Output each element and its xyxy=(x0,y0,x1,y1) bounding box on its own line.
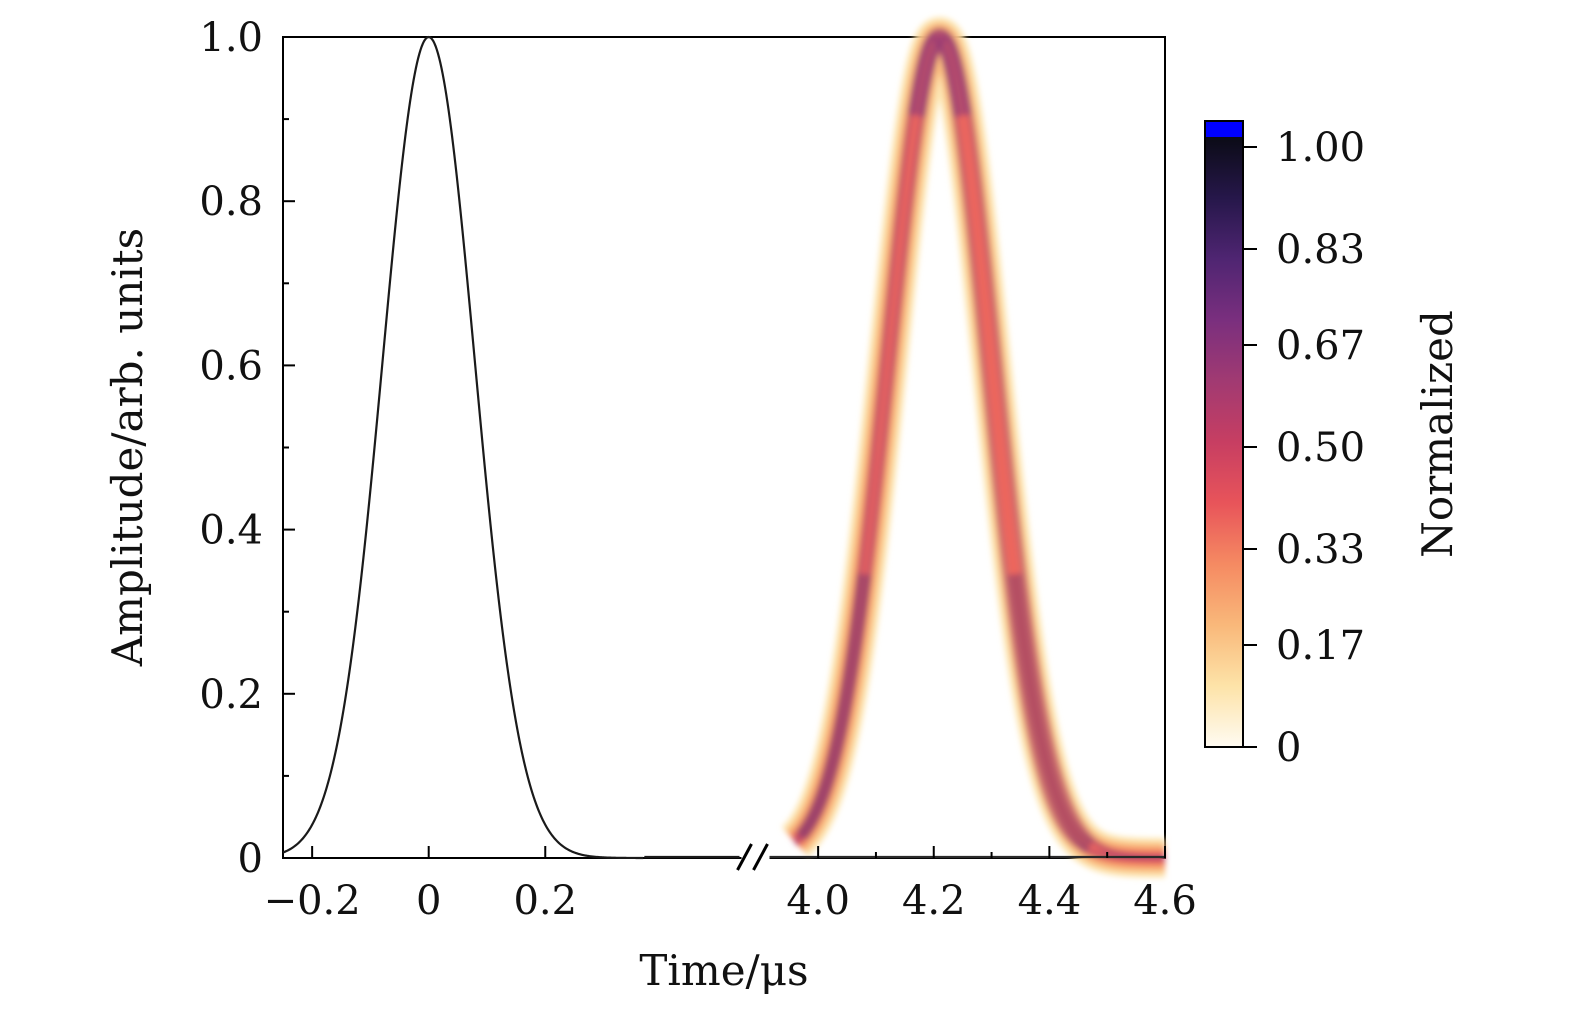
x-tick-label: 4.4 xyxy=(1018,878,1082,924)
colorbar-tick-label: 0.33 xyxy=(1276,527,1365,573)
y-tick-label: 0.8 xyxy=(199,179,263,225)
y-tick-labels: 0 0.2 0.4 0.6 0.8 1.0 xyxy=(199,15,263,882)
colorbar-ticks xyxy=(1243,146,1257,748)
colorbar-tick-label: 0.83 xyxy=(1276,227,1365,273)
x-tick-label: 0 xyxy=(416,878,441,924)
colorbar-tick-label: 0 xyxy=(1276,725,1301,771)
y-tick-label: 0.2 xyxy=(199,672,263,718)
y-axis-label: Amplitude/arb. units xyxy=(103,228,152,667)
colorbar-frame xyxy=(1204,120,1244,748)
x-tick-label: 0.2 xyxy=(513,878,577,924)
output-pulse-band xyxy=(776,17,1184,878)
x-axis-label: Time/μs xyxy=(639,946,808,995)
colorbar: 0 0.17 0.33 0.50 0.67 0.83 1.00 Normalized xyxy=(1204,120,1462,771)
y-tick-label: 1.0 xyxy=(199,15,263,61)
output-pulse-dense-tail xyxy=(1007,573,1094,853)
colorbar-tick-label: 0.17 xyxy=(1276,623,1365,669)
y-ticks xyxy=(283,36,295,859)
y-tick-label: 0.6 xyxy=(199,343,263,389)
y-tick-label: 0 xyxy=(238,836,263,882)
x-tick-label: 4.0 xyxy=(786,878,850,924)
output-pulse-dense-tail xyxy=(795,573,872,841)
colorbar-tick-label: 0.67 xyxy=(1276,323,1365,369)
axis-break-stroke xyxy=(752,843,769,871)
x-tick-labels: −0.2 0 0.2 4.0 4.2 4.4 4.6 xyxy=(264,878,1197,924)
axis-break-stroke xyxy=(736,843,753,871)
colorbar-top-swatch xyxy=(1205,121,1243,137)
axis-break-gap xyxy=(741,854,770,862)
colorbar-gradient xyxy=(1205,137,1243,747)
plot-area xyxy=(282,17,1184,878)
y-tick-label: 0.4 xyxy=(199,508,263,554)
x-tick-label: 4.6 xyxy=(1133,878,1197,924)
input-pulse-line xyxy=(282,35,644,860)
x-tick-label: −0.2 xyxy=(264,878,361,924)
colorbar-tick-labels: 0 0.17 0.33 0.50 0.67 0.83 1.00 xyxy=(1276,125,1365,771)
colorbar-tick-label: 1.00 xyxy=(1276,125,1365,171)
output-pulse-band-layer xyxy=(781,22,1179,873)
x-ticks xyxy=(311,846,1166,858)
colorbar-tick-label: 0.50 xyxy=(1276,425,1365,471)
colorbar-label: Normalized xyxy=(1413,310,1462,558)
x-tick-label: 4.2 xyxy=(902,878,966,924)
output-pulse-peak xyxy=(907,27,972,117)
input-pulse-line-layer xyxy=(282,35,1165,860)
x-axis-break-mark xyxy=(736,843,770,871)
